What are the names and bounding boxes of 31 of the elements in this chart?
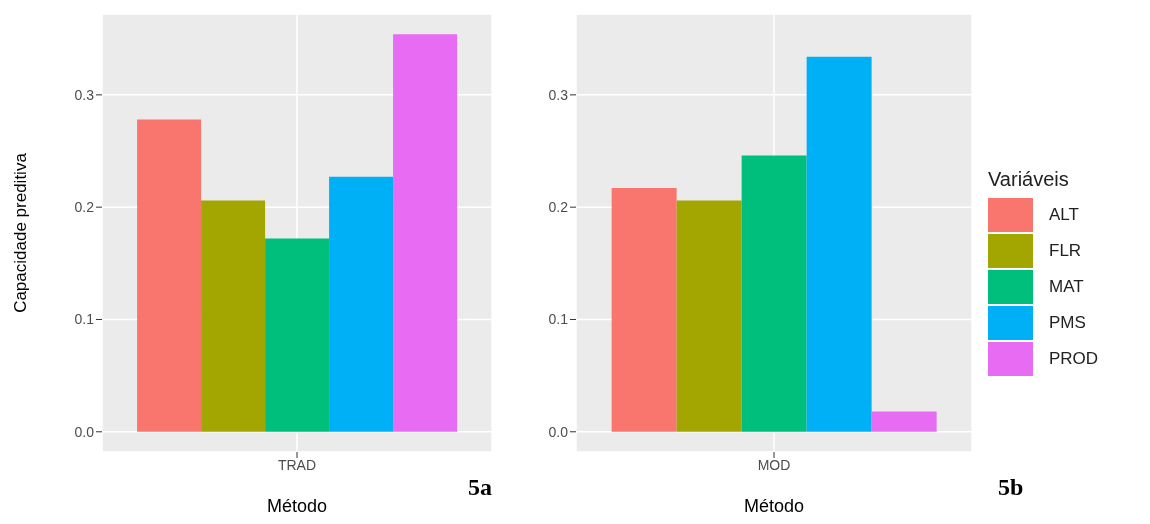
legend-label: PROD <box>1049 349 1099 369</box>
y-tick-label: 0.1 <box>74 311 95 328</box>
y-tick-label: 0.0 <box>74 423 95 440</box>
y-tick-label: 0.2 <box>74 199 95 216</box>
y-tick-label: 0.3 <box>74 86 95 103</box>
bar <box>806 56 872 432</box>
y-tick-label: 0.3 <box>548 86 569 103</box>
x-tick-label: MOD <box>757 456 791 473</box>
legend-label: MAT <box>1049 277 1084 297</box>
bar <box>137 119 202 432</box>
text: 5b <box>998 474 1024 501</box>
bar <box>871 411 937 432</box>
text: 5a <box>468 474 492 501</box>
bar <box>201 200 266 432</box>
bar <box>393 34 458 432</box>
x-axis-title: Método <box>266 496 328 516</box>
bar <box>741 155 807 432</box>
legend-label: FLR <box>1049 241 1082 261</box>
bar <box>611 188 677 432</box>
bar <box>676 200 742 432</box>
y-tick-label: 0.1 <box>548 311 569 328</box>
y-axis-title: Capacidade preditiva <box>11 152 31 313</box>
y-tick-label: 0.2 <box>548 199 569 216</box>
legend-title: Variáveis <box>988 168 1070 191</box>
bar <box>329 176 394 432</box>
y-tick-label: 0.0 <box>548 423 569 440</box>
legend-label: PMS <box>1049 313 1086 333</box>
bar <box>265 238 330 432</box>
x-axis-title: Método <box>743 496 805 516</box>
legend-label: ALT <box>1049 205 1079 225</box>
x-tick-label: TRAD <box>277 456 317 473</box>
